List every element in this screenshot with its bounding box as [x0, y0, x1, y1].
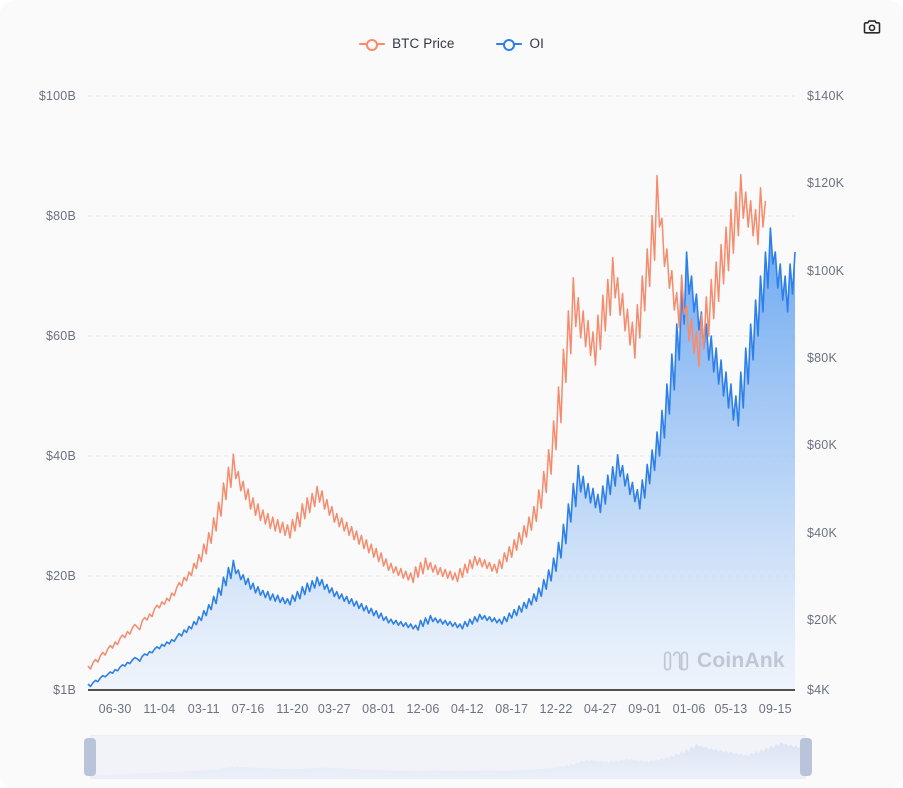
- x-axis-tick-label: 01-06: [672, 702, 706, 716]
- x-axis-tick-label: 09-01: [628, 702, 662, 716]
- chart-gridlines: [88, 95, 795, 577]
- legend-label-oi: OI: [529, 36, 544, 51]
- x-axis-tick-label: 11-04: [143, 702, 176, 716]
- y2-axis-tick-label: $80K: [807, 351, 837, 366]
- x-axis-tick-label: 12-06: [406, 702, 440, 716]
- y-axis-tick-label: $20B: [46, 569, 76, 583]
- datazoom-selected-range[interactable]: [90, 735, 806, 779]
- screenshot-button[interactable]: [857, 12, 887, 42]
- y-axis-tick-label: $60B: [46, 329, 76, 343]
- legend-marker-oi: [496, 37, 523, 51]
- y2-axis-tick-label: $40K: [807, 525, 837, 540]
- legend-item-btc-price[interactable]: BTC Price: [359, 36, 454, 51]
- legend-item-oi[interactable]: OI: [496, 36, 544, 51]
- y2-axis-tick-label: $4K: [807, 683, 830, 697]
- y2-axis-tick-label: $100K: [807, 263, 845, 278]
- y2-axis-tick-label: $140K: [807, 89, 845, 103]
- x-axis-tick-label: 04-27: [583, 702, 617, 716]
- x-axis-tick-label: 06-30: [98, 702, 132, 716]
- y-axis-tick-label: $1B: [53, 683, 76, 697]
- datazoom-preview-chart: [90, 742, 806, 779]
- x-axis-tick-label: 05-13: [714, 702, 748, 716]
- x-axis-tick-label: 03-27: [317, 702, 351, 716]
- x-axis-tick-label: 03-11: [187, 702, 220, 716]
- y2-axis-tick-label: $120K: [807, 176, 845, 191]
- y-axis-tick-label: $100B: [38, 89, 76, 103]
- x-axis-tick-label: 07-16: [231, 702, 265, 716]
- series-area-oi: [88, 228, 795, 690]
- series-line-btc-price: [87, 173, 767, 670]
- chart-legend: BTC Price OI: [0, 36, 903, 51]
- legend-marker-btc-price: [359, 37, 386, 51]
- x-axis-tick-label: 12-22: [539, 702, 573, 716]
- camera-icon: [863, 20, 881, 34]
- y2-axis-tick-label: $60K: [807, 438, 837, 453]
- x-axis-tick-label: 04-12: [450, 702, 484, 716]
- series-line-oi: [87, 227, 796, 688]
- datazoom-handle-right[interactable]: [800, 729, 812, 785]
- y2-axis-tick-label: $20K: [807, 613, 837, 628]
- y-axis-tick-label: $80B: [46, 209, 76, 223]
- y-axis-tick-label: $40B: [46, 449, 76, 463]
- datazoom-slider[interactable]: [84, 729, 812, 785]
- x-axis-tick-label: 08-17: [495, 702, 529, 716]
- datazoom-handle-left[interactable]: [84, 729, 96, 785]
- x-axis-tick-label: 11-20: [276, 702, 309, 716]
- legend-label-btc-price: BTC Price: [392, 36, 455, 51]
- x-axis-tick-label: 09-15: [758, 702, 792, 716]
- x-axis-tick-label: 08-01: [362, 702, 396, 716]
